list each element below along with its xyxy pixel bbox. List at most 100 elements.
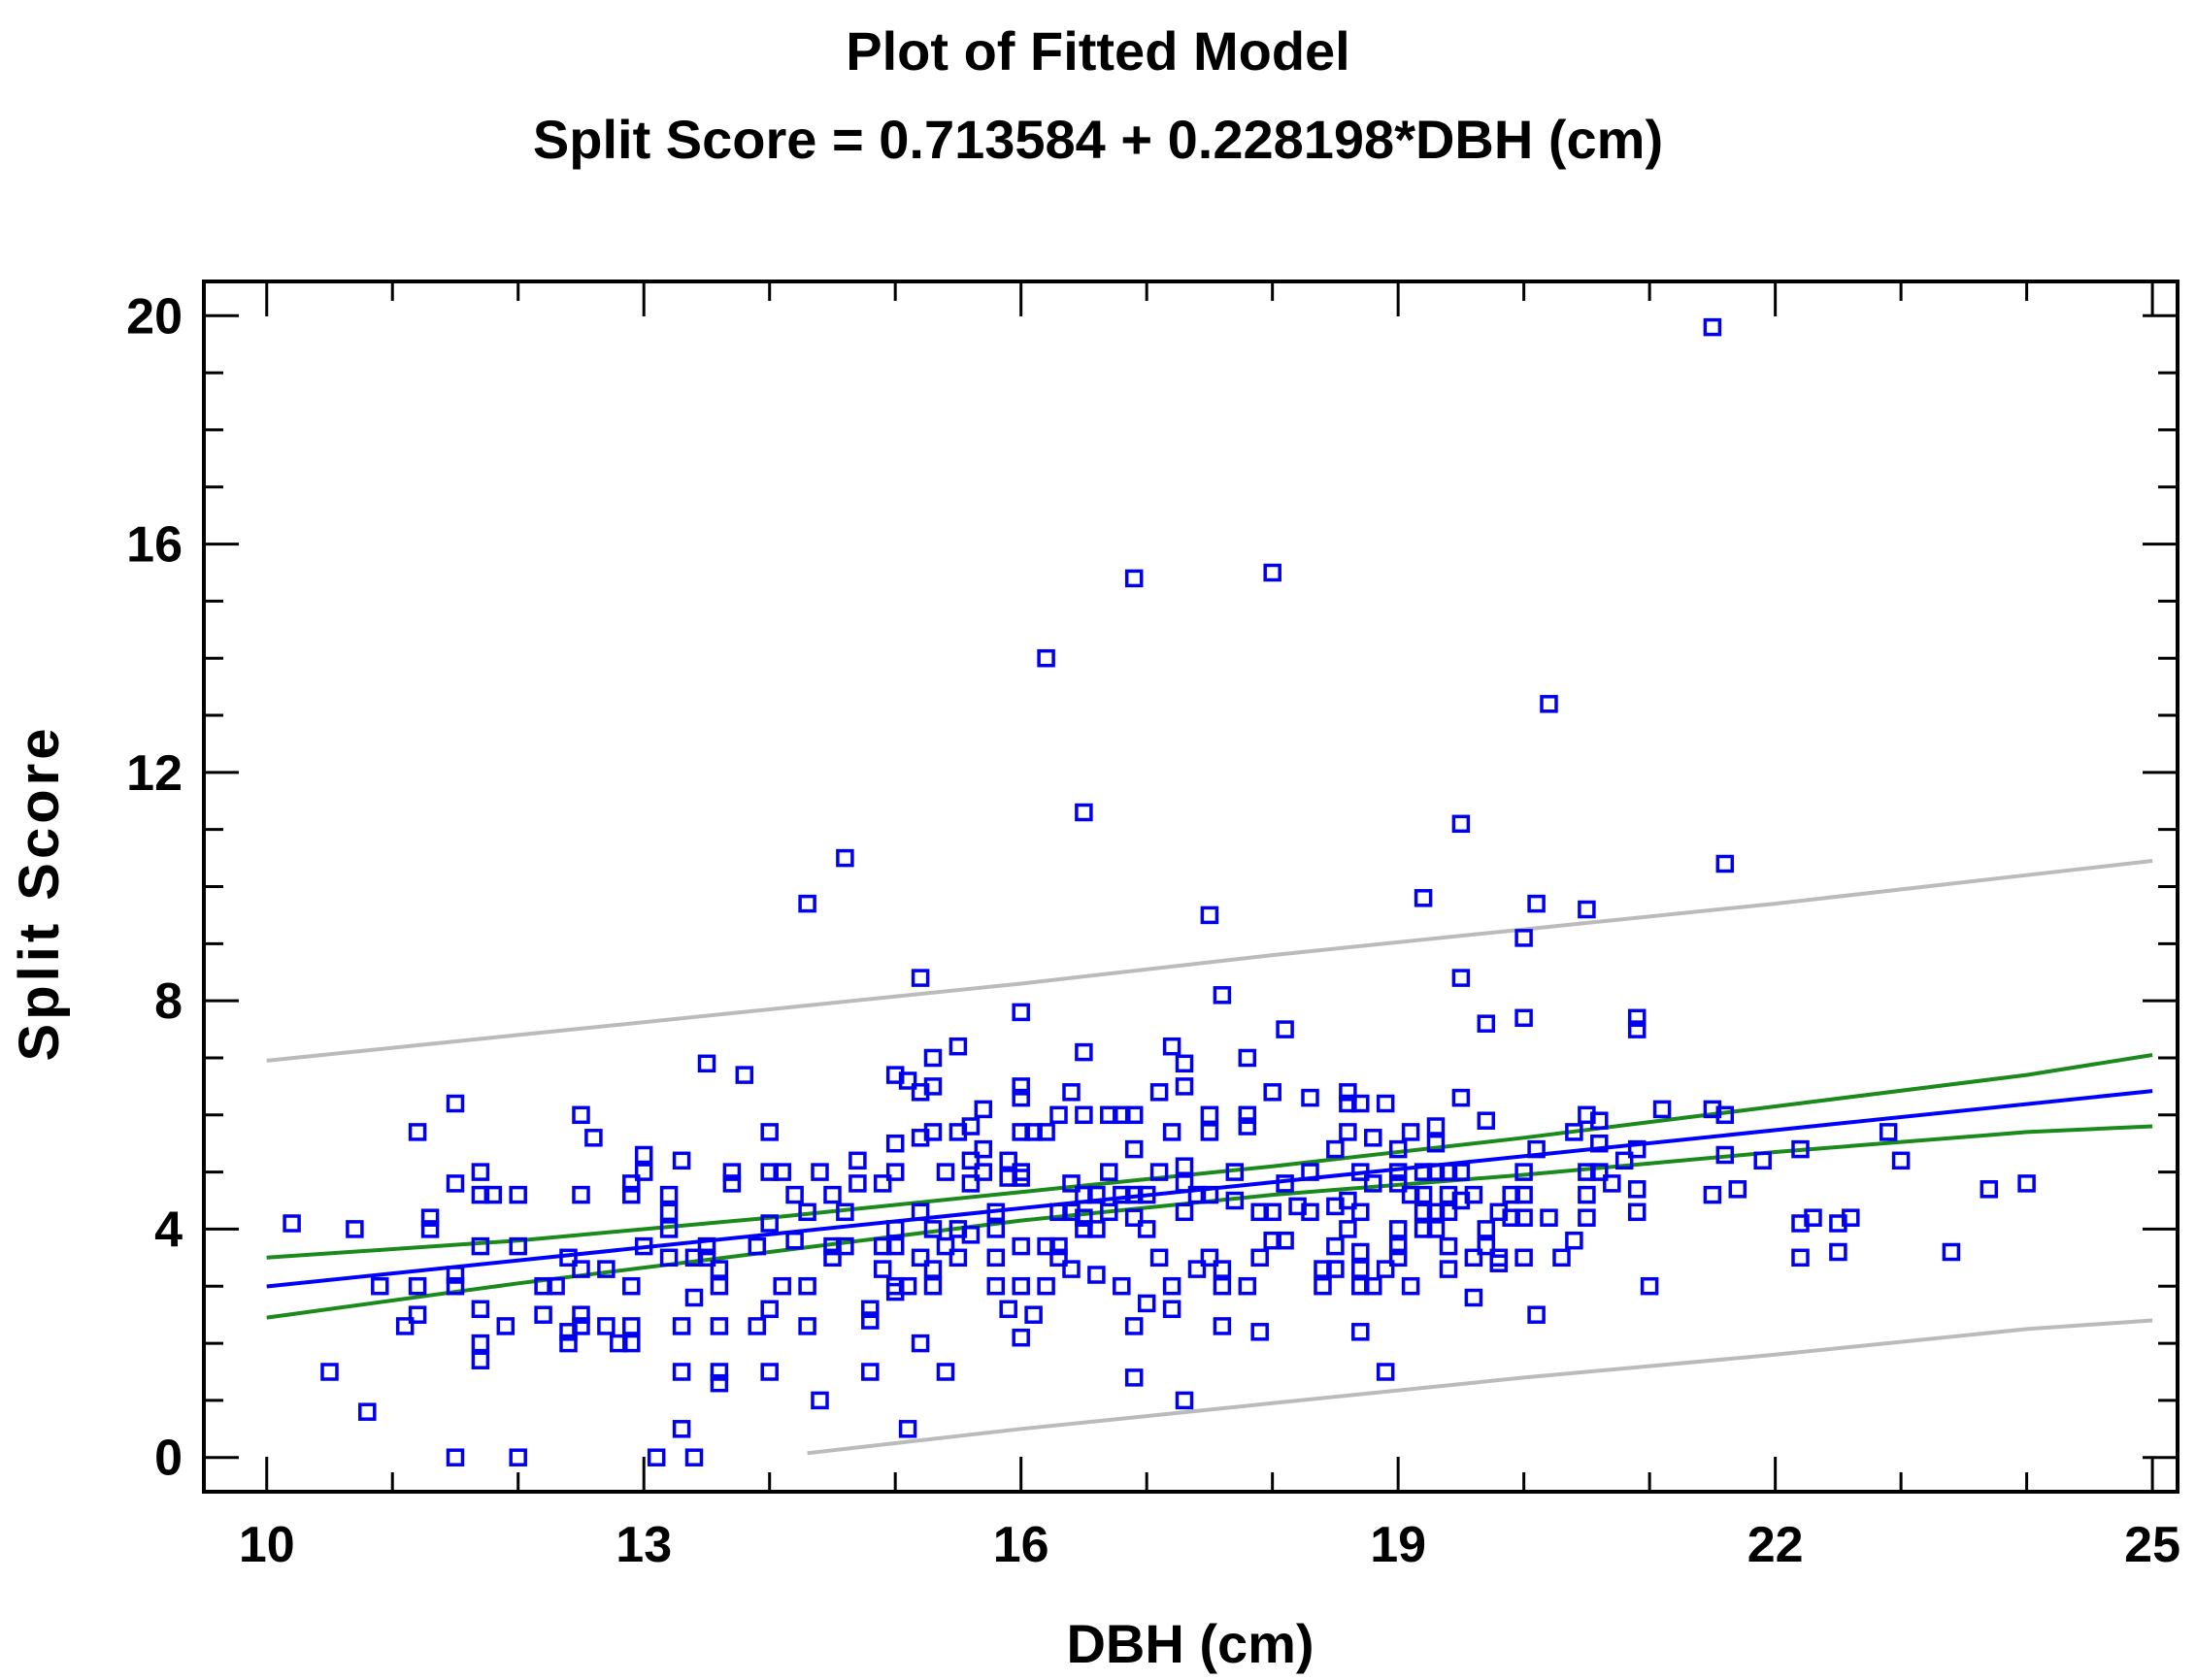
data-point [710,1373,729,1393]
data-point [1213,1276,1232,1296]
data-point [1012,1276,1030,1296]
data-point [509,1185,527,1204]
data-point [911,1334,930,1353]
data-point [622,1174,641,1193]
data-point [974,1100,993,1119]
data-point [1401,1185,1420,1204]
data-point [861,1300,880,1319]
data-point [1426,1134,1446,1153]
y-tick-label: 0 [154,1431,183,1487]
prediction-upper-line [266,859,2153,1063]
data-point [1590,1163,1609,1181]
data-point [1388,1139,1408,1159]
data-point [1263,1202,1281,1222]
data-point [923,1077,943,1096]
data-point [1049,1236,1068,1256]
data-point [911,969,930,987]
data-point [1175,1157,1194,1175]
data-point [986,1248,1006,1268]
data-point [1175,1391,1194,1410]
data-point [760,1163,779,1181]
data-point [471,1236,490,1256]
data-point [1175,1202,1194,1222]
data-point [1414,1185,1433,1204]
y-tick-label: 4 [154,1202,183,1258]
data-point [785,1185,804,1204]
data-point [1388,1220,1408,1238]
data-point [1200,1248,1219,1268]
data-point [1842,1208,1860,1227]
data-point [1376,1260,1395,1278]
data-point [1124,1139,1144,1159]
data-point [923,1048,943,1068]
data-point [1715,854,1735,873]
data-point [823,1236,842,1256]
data-point [1401,1276,1420,1296]
data-point [1100,1163,1118,1181]
data-point [483,1185,503,1204]
data-point [1149,1163,1169,1181]
data-point [1200,1123,1219,1141]
data-point [873,1174,892,1193]
data-point [408,1123,427,1141]
data-point [1326,1139,1345,1159]
data-point [1351,1323,1370,1341]
data-point [1614,1151,1634,1170]
data-point [1314,1276,1332,1296]
data-point [1238,1117,1257,1136]
data-point [572,1317,590,1335]
data-point [1426,1220,1446,1238]
data-point [1012,1236,1030,1256]
x-tick-label: 25 [2124,1517,2180,1573]
data-point [408,1276,427,1296]
data-point [885,1236,905,1256]
data-point [1514,1163,1533,1181]
data-point [836,1236,854,1256]
data-point [986,1220,1006,1238]
data-point [861,1311,880,1330]
data-point [572,1305,590,1324]
data-point [1263,1231,1281,1250]
data-point [1137,1185,1156,1204]
y-tick-label: 16 [126,517,183,574]
data-point [1075,1220,1093,1238]
data-point [1451,814,1471,834]
y-tick-label: 8 [154,973,183,1030]
x-tick-label: 16 [993,1517,1049,1573]
data-point [1578,900,1596,919]
data-point [961,1226,981,1244]
data-point [785,1231,804,1250]
data-point [1603,1174,1621,1193]
data-point [534,1305,552,1324]
data-point [1326,1260,1345,1278]
data-point [1791,1248,1810,1268]
data-point [496,1317,516,1335]
data-point [1037,1236,1055,1256]
data-point [735,1066,754,1084]
data-point [1113,1105,1131,1125]
data-point [1200,1185,1219,1204]
data-point [1514,1208,1533,1227]
data-point [1464,1185,1483,1204]
data-point [471,1351,490,1369]
data-point [1301,1163,1319,1181]
data-point [1062,1260,1081,1278]
data-point [722,1163,742,1181]
data-point [1728,1180,1747,1199]
chart-title: Plot of Fitted Model [846,20,1349,82]
data-point [1351,1260,1370,1278]
data-point [534,1276,552,1296]
data-point [798,1202,816,1222]
data-point [634,1163,653,1181]
data-point [798,1276,816,1296]
data-point [572,1185,590,1204]
data-point [923,1220,943,1238]
data-point [1590,1111,1609,1130]
data-point [760,1363,779,1381]
data-point [1175,1174,1194,1193]
data-point [1703,1185,1722,1204]
data-point [2017,1174,2036,1193]
data-point [1414,1163,1433,1181]
data-point [1124,1105,1144,1125]
